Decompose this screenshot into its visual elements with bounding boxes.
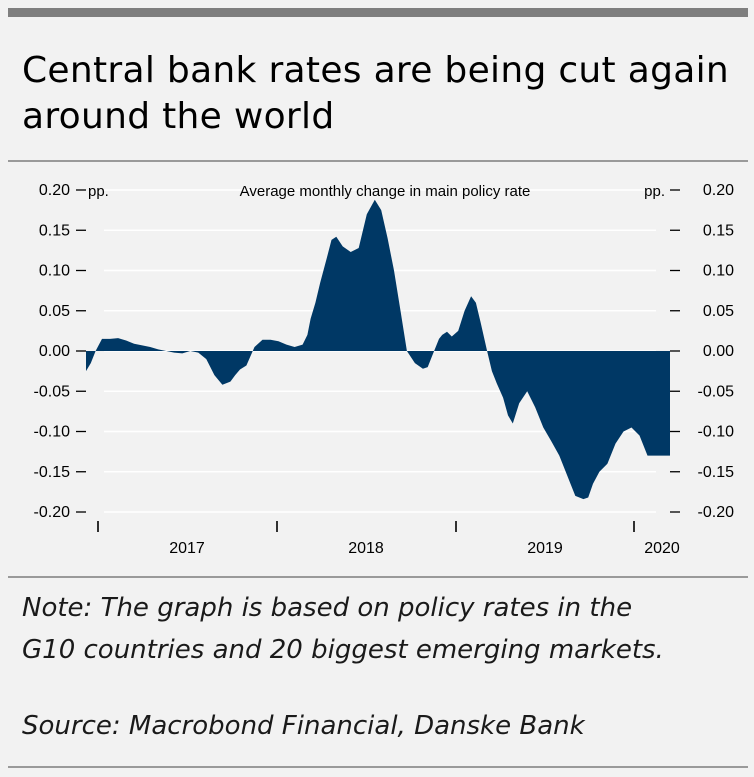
chart-title: Average monthly change in main policy ra…	[240, 183, 531, 200]
chart-divider	[8, 576, 748, 578]
right-y-axis: 0.20 0.15 0.10 0.05 0.00 -0.05 -0.10 -0.15 -0.20	[670, 182, 734, 521]
chart-source: Source: Macrobond Financial, Danske Bank	[22, 711, 585, 741]
right-tick-label: 0.15	[703, 222, 734, 239]
right-tick-label: 0.20	[703, 182, 734, 199]
x-tick-label: 2019	[527, 540, 563, 557]
note-line-1: Note: The graph is based on policy rates…	[22, 593, 633, 623]
left-tick-label: -0.05	[34, 383, 71, 400]
title-line-1: Central bank rates are being cut again	[22, 50, 730, 91]
chart-note: Note: The graph is based on policy rates…	[22, 587, 742, 671]
x-tick-label: 2018	[348, 540, 384, 557]
left-tick-label: 0.15	[39, 222, 70, 239]
left-tick-label: -0.10	[34, 424, 71, 441]
policy-rate-chart: 0.20 0.15 0.10 0.05 0.00 -0.05 -0.10 -0.15 -0.20…	[34, 182, 735, 557]
right-unit-label: pp.	[644, 183, 665, 200]
right-tick-label: 0.10	[703, 263, 734, 280]
x-tick-label: 2020	[644, 540, 680, 557]
left-tick-label: 0.00	[39, 343, 70, 360]
x-tick-label: 2017	[169, 540, 205, 557]
page-title: Central bank rates are being cut again a…	[22, 48, 742, 140]
x-axis: 2017 2018 2019 2020	[97, 521, 680, 557]
left-y-axis: 0.20 0.15 0.10 0.05 0.00 -0.05 -0.10 -0.15 -0.20	[34, 182, 86, 521]
series-area	[86, 199, 670, 500]
left-unit-label: pp.	[88, 183, 109, 200]
title-line-2: around the world	[22, 96, 335, 137]
left-tick-label: 0.20	[39, 182, 70, 199]
bottom-divider	[8, 766, 748, 768]
left-tick-label: 0.05	[39, 303, 70, 320]
right-tick-label: 0.00	[703, 343, 734, 360]
right-tick-label: -0.05	[698, 383, 735, 400]
right-tick-label: 0.05	[703, 303, 734, 320]
top-accent-bar	[8, 8, 748, 17]
left-tick-label: -0.15	[34, 464, 71, 481]
right-tick-label: -0.15	[698, 464, 735, 481]
right-tick-label: -0.10	[698, 424, 735, 441]
right-tick-label: -0.20	[698, 504, 735, 521]
left-tick-label: -0.20	[34, 504, 71, 521]
title-divider	[8, 160, 748, 162]
note-line-2: G10 countries and 20 biggest emerging ma…	[22, 635, 664, 665]
left-tick-label: 0.10	[39, 263, 70, 280]
